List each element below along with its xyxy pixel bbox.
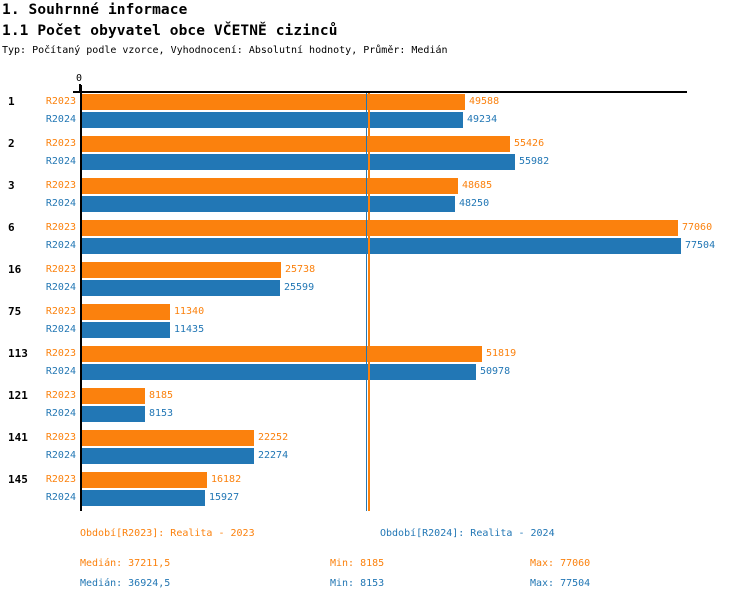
series-label-r2024: R2024 xyxy=(45,240,76,251)
bar-value-r2023: 16182 xyxy=(211,474,242,485)
series-label-r2024: R2024 xyxy=(45,408,76,419)
category-label: 1 xyxy=(8,95,15,108)
series-label-r2024: R2024 xyxy=(45,450,76,461)
bar-value-r2023: 8185 xyxy=(149,390,174,401)
median-line-r2024 xyxy=(365,93,368,511)
bar-value-r2024: 25599 xyxy=(284,282,315,293)
bar-r2024 xyxy=(82,322,170,338)
bar-value-r2024: 15927 xyxy=(209,492,240,503)
series-label-r2023: R2023 xyxy=(45,222,76,233)
series-label-r2023: R2023 xyxy=(45,390,76,401)
bar-r2024 xyxy=(82,280,280,296)
stat-median-r2023: Medián: 37211,5 xyxy=(80,558,171,569)
series-label-r2023: R2023 xyxy=(45,306,76,317)
bar-value-r2023: 49588 xyxy=(469,96,500,107)
bar-r2024 xyxy=(82,238,681,254)
category-label: 141 xyxy=(8,431,28,444)
report-subtitle: 1.1 Počet obyvatel obce VČETNĚ cizinců xyxy=(2,23,338,39)
bar-r2023 xyxy=(82,136,510,152)
series-label-r2023: R2023 xyxy=(45,180,76,191)
category-label: 16 xyxy=(8,263,22,276)
bar-value-r2023: 11340 xyxy=(174,306,205,317)
bar-value-r2023: 55426 xyxy=(514,138,545,149)
bar-r2024 xyxy=(82,154,515,170)
bar-r2023 xyxy=(82,220,678,236)
bar-value-r2023: 25738 xyxy=(285,264,316,275)
category-label: 113 xyxy=(8,347,28,360)
series-label-r2023: R2023 xyxy=(45,138,76,149)
series-label-r2024: R2024 xyxy=(45,492,76,503)
series-label-r2023: R2023 xyxy=(45,264,76,275)
bar-r2023 xyxy=(82,430,254,446)
stat-min-r2023: Min: 8185 xyxy=(330,558,385,569)
x-axis-zero-tick xyxy=(78,84,81,91)
legend-r2024: Období[R2024]: Realita - 2024 xyxy=(380,528,555,539)
bar-value-r2024: 11435 xyxy=(174,324,205,335)
series-label-r2024: R2024 xyxy=(45,324,76,335)
category-label: 75 xyxy=(8,305,22,318)
category-label: 2 xyxy=(8,137,15,150)
series-label-r2024: R2024 xyxy=(45,156,76,167)
bar-r2024 xyxy=(82,112,463,128)
bar-r2024 xyxy=(82,364,476,380)
x-axis-line xyxy=(73,91,687,93)
series-label-r2024: R2024 xyxy=(45,114,76,125)
bar-r2023 xyxy=(82,178,458,194)
category-label: 121 xyxy=(8,389,28,402)
legend-r2023: Období[R2023]: Realita - 2023 xyxy=(80,528,255,539)
median-line-r2023 xyxy=(368,93,370,511)
bar-value-r2023: 51819 xyxy=(486,348,517,359)
series-label-r2024: R2024 xyxy=(45,282,76,293)
bar-r2023 xyxy=(82,262,281,278)
bar-r2023 xyxy=(82,472,207,488)
bar-r2023 xyxy=(82,304,170,320)
bar-value-r2024: 8153 xyxy=(149,408,174,419)
y-axis-line xyxy=(80,85,82,511)
bar-r2024 xyxy=(82,448,254,464)
bar-value-r2023: 22252 xyxy=(258,432,289,443)
series-label-r2023: R2023 xyxy=(45,474,76,485)
stat-median-r2024: Medián: 36924,5 xyxy=(80,578,171,589)
bar-value-r2023: 77060 xyxy=(682,222,713,233)
category-label: 6 xyxy=(8,221,15,234)
bar-r2024 xyxy=(82,196,455,212)
x-axis-zero-label: 0 xyxy=(75,73,83,84)
series-label-r2023: R2023 xyxy=(45,96,76,107)
bar-value-r2024: 22274 xyxy=(258,450,289,461)
bar-r2023 xyxy=(82,346,482,362)
bar-value-r2024: 77504 xyxy=(685,240,716,251)
bar-r2024 xyxy=(82,490,205,506)
category-label: 3 xyxy=(8,179,15,192)
report-title: 1. Souhrnné informace xyxy=(2,2,188,18)
series-label-r2024: R2024 xyxy=(45,366,76,377)
category-label: 145 xyxy=(8,473,28,486)
bar-value-r2023: 48685 xyxy=(462,180,493,191)
series-label-r2023: R2023 xyxy=(45,348,76,359)
stat-max-r2023: Max: 77060 xyxy=(530,558,591,569)
bar-value-r2024: 48250 xyxy=(459,198,490,209)
bar-value-r2024: 50978 xyxy=(480,366,511,377)
stat-min-r2024: Min: 8153 xyxy=(330,578,385,589)
bar-r2023 xyxy=(82,388,145,404)
bar-value-r2024: 49234 xyxy=(467,114,498,125)
series-label-r2024: R2024 xyxy=(45,198,76,209)
stat-max-r2024: Max: 77504 xyxy=(530,578,591,589)
report-meta-line: Typ: Počítaný podle vzorce, Vyhodnocení:… xyxy=(2,45,448,56)
series-label-r2023: R2023 xyxy=(45,432,76,443)
bar-r2024 xyxy=(82,406,145,422)
bar-value-r2024: 55982 xyxy=(519,156,550,167)
bar-r2023 xyxy=(82,94,465,110)
